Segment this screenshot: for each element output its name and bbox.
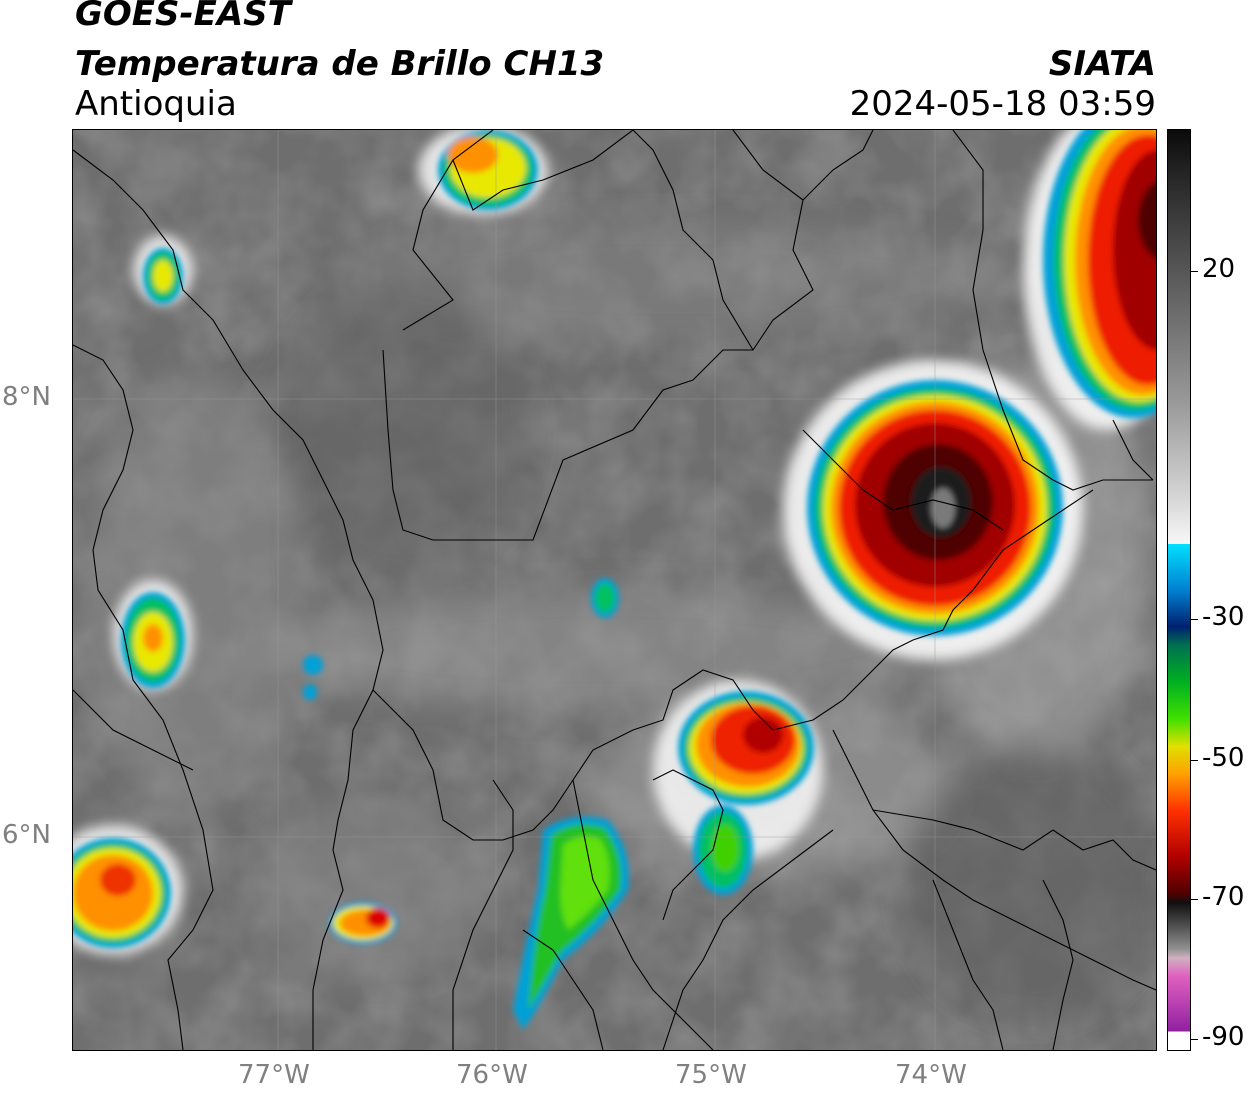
- colorbar-tick: [1190, 271, 1198, 272]
- storm-cell-east: [1043, 130, 1156, 418]
- storm-cell-southwest: [73, 838, 171, 948]
- lon-label-75w: 75°W: [675, 1060, 747, 1090]
- colorbar-label-minus30: -30: [1202, 602, 1245, 632]
- map-canvas: [73, 130, 1156, 1050]
- colorbar-label-minus70: -70: [1202, 882, 1245, 912]
- colorbar-gradient: [1168, 130, 1190, 1050]
- satellite-title: GOES-EAST: [75, 0, 291, 34]
- colorbar-tick: [1190, 1039, 1198, 1040]
- lon-label-76w: 76°W: [456, 1060, 528, 1090]
- lat-label-6n: 6°N: [2, 820, 51, 850]
- colorbar-label-minus90: -90: [1202, 1022, 1245, 1052]
- graticule: [73, 130, 1156, 1050]
- storm-cell-tiny: [303, 578, 619, 700]
- organization-label: SIATA: [1048, 44, 1156, 84]
- lon-label-74w: 74°W: [895, 1060, 967, 1090]
- lat-label-8n: 8°N: [2, 382, 51, 412]
- colorbar-tick: [1190, 619, 1198, 620]
- colorbar: [1167, 129, 1191, 1051]
- colorbar-label-20: 20: [1202, 254, 1236, 284]
- storm-cell-small-south: [329, 902, 397, 944]
- boundaries: [73, 130, 1156, 1050]
- storm-cell-northwest: [143, 248, 183, 304]
- region-title: Antioquia: [75, 84, 237, 124]
- storm-cell-west-mid: [121, 592, 185, 688]
- storm-cell-north: [438, 130, 538, 210]
- product-title: Temperatura de Brillo CH13: [75, 44, 605, 84]
- satellite-map[interactable]: [72, 129, 1157, 1051]
- storm-cell-southwest-green: [513, 816, 629, 1030]
- colorbar-tick: [1190, 760, 1198, 761]
- colorbar-label-minus50: -50: [1202, 743, 1245, 773]
- lon-label-77w: 77°W: [238, 1060, 310, 1090]
- colorbar-tick: [1190, 899, 1198, 900]
- timestamp-label: 2024-05-18 03:59: [849, 84, 1156, 124]
